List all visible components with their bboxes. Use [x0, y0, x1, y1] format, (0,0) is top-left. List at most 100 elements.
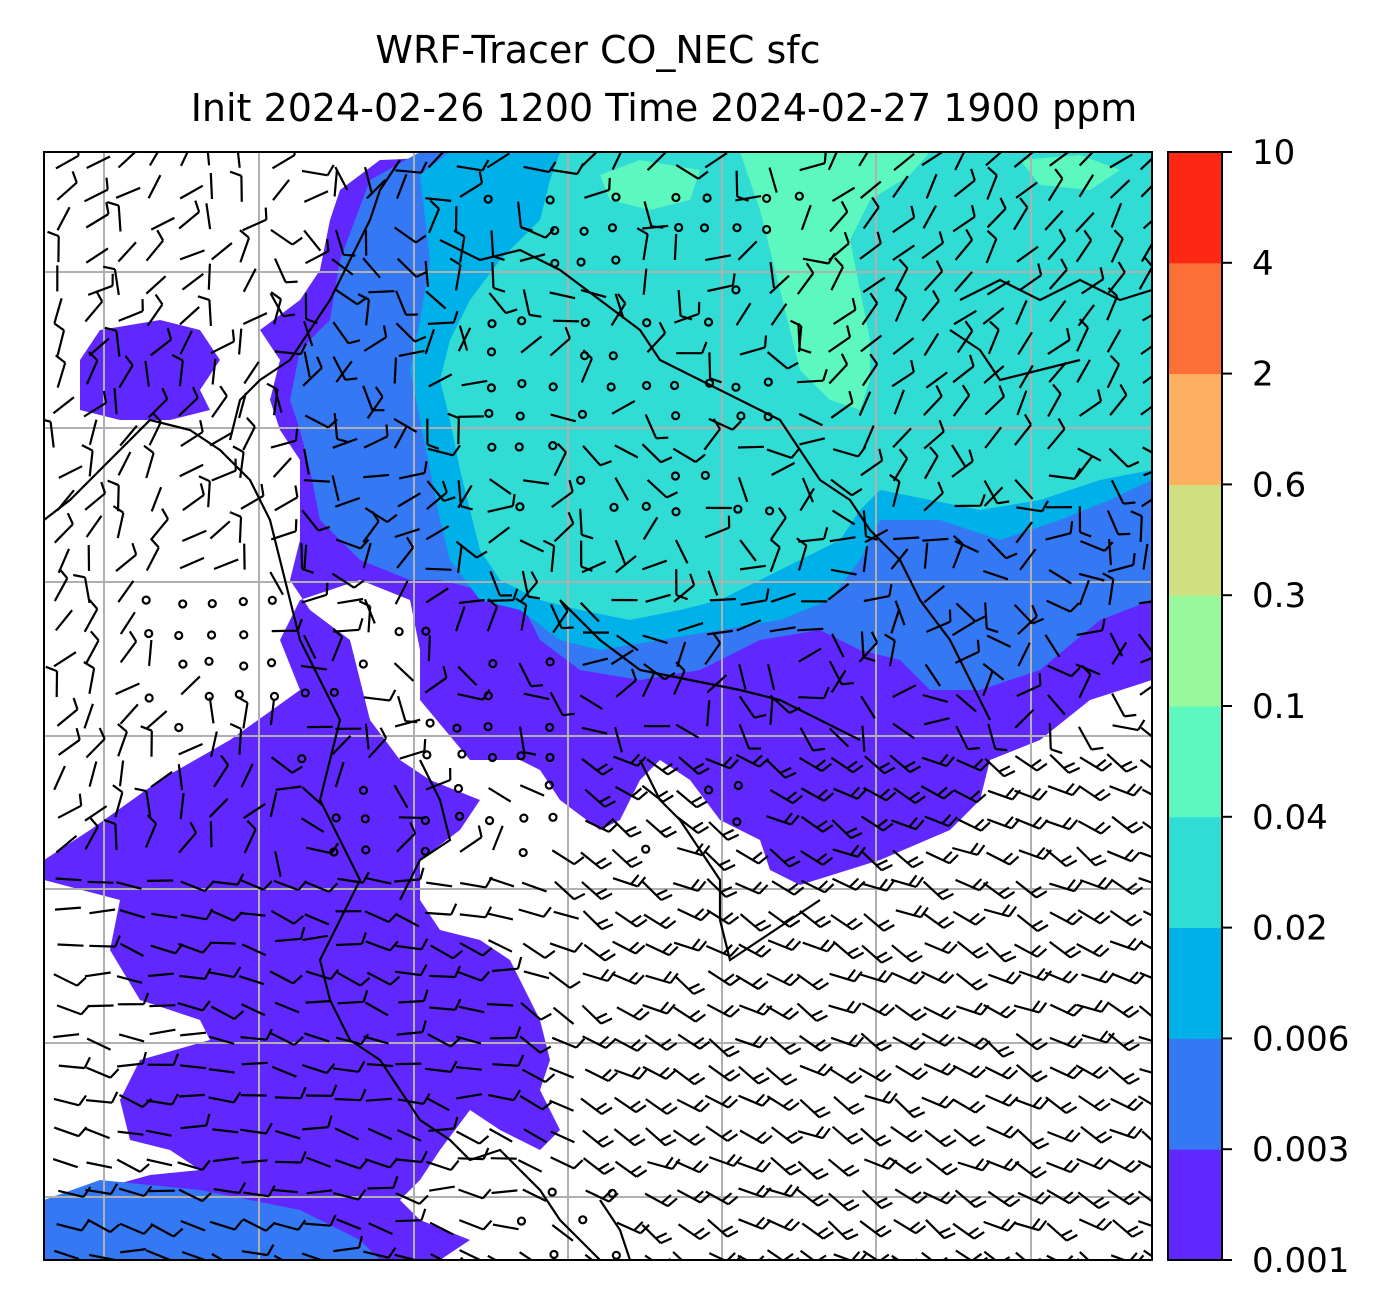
wind-barb	[84, 805, 108, 822]
wind-barb	[241, 943, 267, 957]
wind-barb	[213, 558, 239, 571]
wind-barb	[862, 276, 886, 294]
wind-barb	[213, 1181, 247, 1195]
wind-barb	[771, 1126, 804, 1145]
wind-barb	[456, 1093, 483, 1100]
wind-barb	[738, 943, 772, 958]
wind-barb	[458, 1005, 485, 1014]
wind-barb	[890, 608, 901, 634]
wind-barb	[641, 559, 668, 571]
wind-barb	[208, 697, 215, 724]
wind-barb	[304, 1214, 337, 1227]
wind-barb	[333, 1235, 363, 1253]
wind-barb	[301, 582, 329, 604]
wind-barb	[209, 1219, 244, 1231]
wind-barb	[955, 878, 989, 892]
wind-barb	[893, 1218, 927, 1235]
wind-barb	[1079, 1251, 1105, 1260]
wind-barb	[1015, 1096, 1049, 1110]
wind-barb	[646, 321, 667, 353]
wind-barb	[366, 1063, 393, 1068]
wind-barb	[274, 485, 299, 512]
calm-wind-marker	[297, 754, 307, 764]
wind-barb	[766, 1005, 800, 1021]
wind-barb	[83, 599, 99, 633]
wind-barb	[487, 1254, 498, 1260]
wind-barb	[146, 1158, 173, 1167]
wind-barb	[107, 479, 120, 512]
wind-barb	[646, 758, 679, 776]
wind-barb	[425, 1159, 460, 1172]
wind-barb	[796, 973, 830, 991]
calm-wind-marker	[394, 626, 404, 637]
wind-barb	[333, 170, 338, 197]
wind-barb	[921, 289, 940, 322]
wind-barb	[861, 725, 866, 752]
wind-barb	[1047, 782, 1082, 797]
wind-barb	[921, 1251, 948, 1260]
wind-barb	[56, 171, 78, 201]
wind-barb	[272, 1219, 307, 1231]
wind-barb	[55, 834, 78, 854]
wind-barb	[704, 152, 728, 169]
wind-barb	[952, 1064, 987, 1079]
wind-barb	[739, 913, 772, 932]
wind-barb	[925, 173, 938, 199]
wind-barb	[1049, 879, 1083, 893]
wind-barb	[550, 413, 576, 423]
wind-barb	[1137, 1190, 1152, 1203]
wind-barb	[889, 754, 922, 774]
wind-barb	[119, 909, 146, 919]
wind-barb	[1048, 569, 1072, 585]
wind-barb	[1017, 1191, 1051, 1205]
wind-barb	[1107, 1158, 1142, 1173]
wind-barb	[1018, 364, 1034, 389]
calm-wind-marker	[763, 412, 773, 422]
wind-barb	[1102, 572, 1115, 606]
calm-wind-marker	[669, 380, 680, 391]
wind-barb	[1142, 446, 1152, 454]
wind-barb	[673, 1006, 706, 1023]
wind-barb	[644, 1192, 678, 1208]
wind-barb	[982, 662, 1005, 681]
calm-wind-marker	[360, 814, 370, 824]
wind-barb	[676, 843, 711, 857]
calm-wind-marker	[358, 659, 368, 669]
wind-barb	[179, 1064, 207, 1070]
wind-barb	[737, 445, 765, 449]
wind-barb	[951, 444, 967, 468]
wind-barb	[677, 1033, 711, 1050]
wind-barb	[368, 1222, 393, 1236]
wind-barb	[150, 508, 169, 540]
wind-barb	[1109, 783, 1143, 797]
wind-barb	[706, 1003, 741, 1018]
wind-barb	[676, 1189, 711, 1204]
wind-barb	[921, 1095, 955, 1109]
wind-barb	[177, 1159, 211, 1171]
wind-barb	[118, 1185, 153, 1198]
wind-barb	[952, 354, 975, 384]
wind-barb	[457, 665, 478, 686]
wind-barb	[363, 689, 397, 702]
wind-barb	[1049, 941, 1082, 959]
wind-barb	[1077, 1191, 1110, 1210]
wind-barb	[238, 392, 247, 419]
wind-barb	[737, 240, 758, 261]
wind-barb	[1016, 390, 1028, 416]
wind-barb	[177, 942, 212, 954]
wind-barb	[85, 630, 100, 664]
wind-barb	[57, 943, 84, 947]
wind-barb	[893, 536, 920, 541]
wind-barb	[241, 1159, 268, 1164]
wind-barb	[645, 593, 671, 603]
wind-barb	[616, 1006, 650, 1021]
wind-barb	[134, 787, 152, 817]
wind-barb	[771, 461, 796, 476]
wind-barb	[1112, 1219, 1144, 1238]
wind-barb	[89, 908, 116, 915]
calm-wind-marker	[329, 687, 339, 698]
wind-barb	[636, 227, 649, 261]
wind-barb	[790, 319, 803, 352]
calm-wind-marker	[453, 783, 464, 794]
wind-barb	[884, 633, 896, 667]
